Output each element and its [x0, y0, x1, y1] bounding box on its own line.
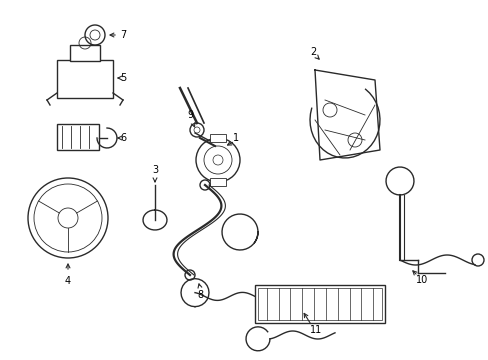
Text: 11: 11 — [309, 325, 322, 335]
Bar — [70, 45, 100, 61]
Text: 8: 8 — [197, 290, 203, 300]
Text: 9: 9 — [186, 110, 193, 120]
Text: 7: 7 — [120, 30, 126, 40]
Bar — [209, 178, 225, 186]
Bar — [209, 134, 225, 142]
Bar — [254, 285, 384, 323]
Bar — [57, 60, 113, 98]
Text: 6: 6 — [120, 133, 126, 143]
Bar — [57, 124, 99, 150]
Text: 2: 2 — [309, 47, 316, 57]
Text: 3: 3 — [152, 165, 158, 175]
Text: 10: 10 — [415, 275, 427, 285]
Bar — [258, 288, 381, 320]
Text: 1: 1 — [232, 133, 239, 143]
Text: 5: 5 — [120, 73, 126, 83]
Text: 4: 4 — [65, 276, 71, 286]
